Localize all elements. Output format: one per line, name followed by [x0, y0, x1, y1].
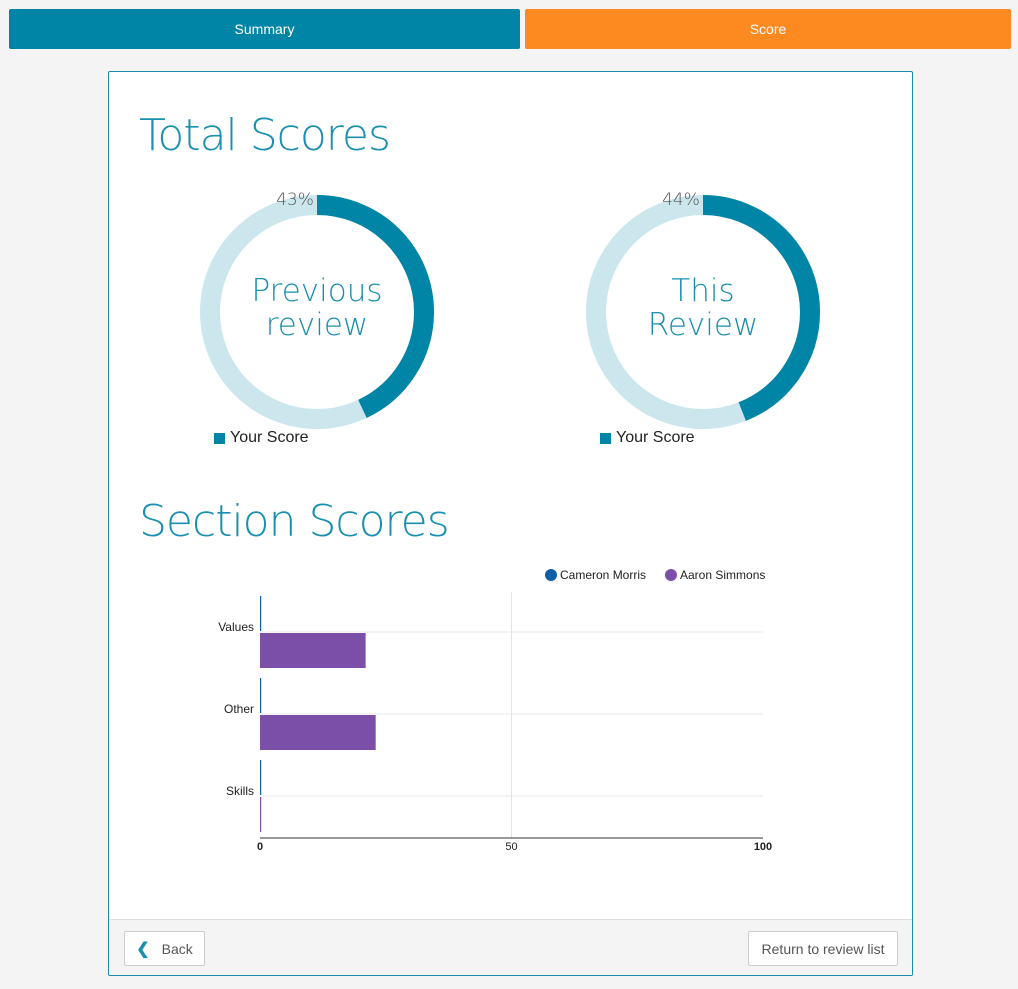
legend-dot — [665, 569, 677, 581]
tab-score[interactable]: Score — [525, 9, 1011, 49]
category-label: Skills — [226, 784, 254, 798]
bar-aaron-simmons-values — [260, 633, 366, 668]
back-button[interactable]: ❮ Back — [124, 931, 205, 966]
this-legend: Your Score — [600, 429, 695, 447]
section-scores-chart: Values Other Skills 0 50 100 Cameron Morris Aar… — [189, 562, 809, 852]
previous-review-label: Previous review — [251, 273, 383, 343]
donut-score-arc — [200, 195, 434, 429]
previous-legend: Your Score — [214, 429, 309, 447]
legend-swatch — [600, 432, 611, 444]
previous-donut-graphic — [200, 195, 434, 429]
section-scores-heading: Section Scores — [139, 496, 450, 547]
this-review-label: This Review — [647, 273, 759, 343]
return-to-review-list-button[interactable]: Return to review list — [748, 931, 898, 966]
this-donut-graphic — [586, 195, 820, 429]
this-review-donut: 44% This Review — [573, 182, 833, 442]
x-tick-label: 0 — [257, 841, 263, 852]
legend-label: Cameron Morris — [560, 568, 646, 582]
legend-swatch — [214, 432, 225, 444]
bar-aaron-simmons-skills — [260, 797, 262, 832]
legend-label: Aaron Simmons — [680, 568, 765, 582]
previous-percent: 43% — [276, 190, 314, 210]
bar-cameron-morris-skills — [260, 760, 262, 795]
total-scores-heading: Total Scores — [139, 110, 391, 161]
x-tick-label: 100 — [754, 841, 772, 852]
bar-chart-svg: Values Other Skills 0 50 100 Cameron Morris Aar… — [218, 568, 772, 852]
previous-review-donut: 43% Previous review — [187, 182, 447, 442]
x-tick-label: 50 — [505, 841, 517, 852]
card-footer: ❮ Back Return to review list — [109, 919, 912, 975]
bar-cameron-morris-other — [260, 678, 262, 713]
bar-cameron-morris-values — [260, 596, 262, 631]
legend-dot — [545, 569, 557, 581]
category-label: Other — [224, 702, 254, 716]
chevron-left-icon: ❮ — [136, 940, 150, 958]
score-card: Total Scores 43% Previous review Your Sc… — [108, 71, 913, 976]
bar-aaron-simmons-other — [260, 715, 376, 750]
this-percent: 44% — [662, 190, 700, 210]
tab-summary[interactable]: Summary — [9, 9, 520, 49]
donut-score-arc — [586, 195, 820, 429]
tab-bar: Summary Score — [9, 9, 1011, 49]
category-label: Values — [218, 620, 254, 634]
